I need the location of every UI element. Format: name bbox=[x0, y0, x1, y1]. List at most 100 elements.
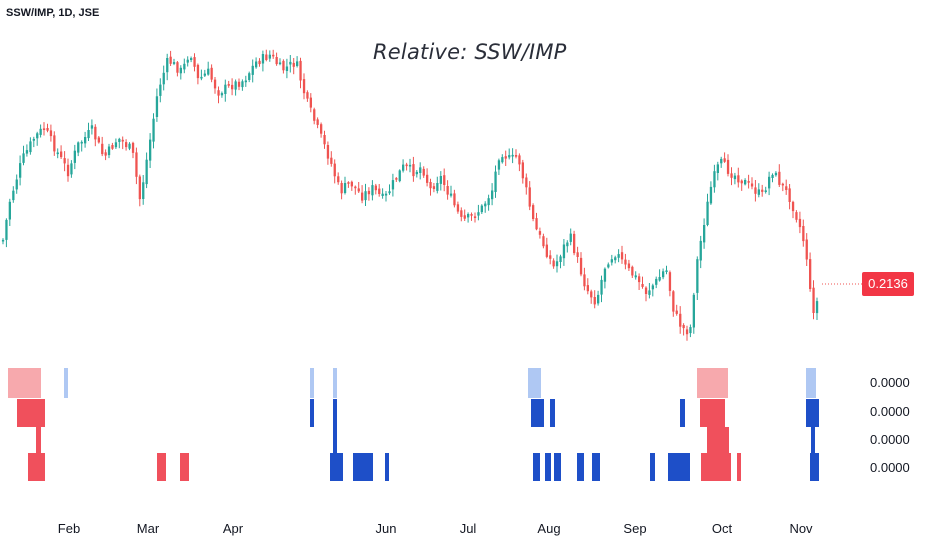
candle-body-145 bbox=[497, 160, 501, 170]
candle-body-134 bbox=[460, 210, 463, 217]
candle-body-166 bbox=[569, 233, 572, 242]
candle-body-21 bbox=[73, 150, 76, 163]
candle-body-11 bbox=[39, 128, 42, 135]
candle-body-175 bbox=[600, 279, 603, 295]
candle-body-90 bbox=[309, 97, 312, 108]
candle-body-97 bbox=[333, 163, 336, 177]
candle-body-218 bbox=[747, 181, 750, 183]
candle-body-44 bbox=[152, 118, 155, 142]
candle-body-153 bbox=[525, 177, 528, 188]
candle-body-206 bbox=[706, 201, 709, 225]
candle-body-232 bbox=[795, 212, 798, 220]
candle-body-161 bbox=[552, 260, 555, 267]
candle-body-204 bbox=[699, 240, 702, 261]
oscillator-row4-block-2 bbox=[157, 453, 166, 481]
candle-body-138 bbox=[473, 216, 477, 218]
x-label-jul: Jul bbox=[459, 521, 477, 536]
candle-body-162 bbox=[555, 261, 559, 267]
candle-body-211 bbox=[723, 158, 726, 162]
candle-body-62 bbox=[213, 79, 217, 89]
candle-body-231 bbox=[791, 201, 795, 212]
candle-body-51 bbox=[176, 62, 179, 73]
candle-body-29 bbox=[101, 143, 104, 155]
candle-body-193 bbox=[662, 271, 665, 278]
candle-body-41 bbox=[142, 182, 145, 199]
candle-body-10 bbox=[36, 133, 39, 139]
oscillator-row2-block-5 bbox=[550, 399, 555, 427]
candle-body-151 bbox=[518, 155, 521, 165]
candle-body-118 bbox=[405, 164, 408, 167]
candle-body-48 bbox=[166, 58, 169, 73]
oscillator-row2-block-3 bbox=[333, 399, 337, 427]
candle-body-91 bbox=[313, 109, 316, 121]
candle-body-75 bbox=[258, 60, 261, 65]
oscillator-row4-block-14 bbox=[701, 453, 731, 481]
candle-body-173 bbox=[593, 297, 596, 305]
candle-body-210 bbox=[720, 158, 723, 164]
candle-body-169 bbox=[579, 257, 583, 275]
candle-body-85 bbox=[292, 62, 295, 67]
candle-body-142 bbox=[487, 198, 490, 206]
x-label-feb: Feb bbox=[57, 521, 81, 536]
candle-body-191 bbox=[655, 278, 658, 285]
candle-body-124 bbox=[426, 174, 429, 183]
candle-body-1 bbox=[5, 219, 8, 240]
candle-body-176 bbox=[603, 268, 607, 282]
candle-body-111 bbox=[381, 193, 384, 196]
oscillator-row2-block-1 bbox=[17, 399, 45, 427]
candle-body-137 bbox=[470, 214, 473, 216]
candle-body-214 bbox=[733, 175, 737, 180]
candle-body-217 bbox=[744, 180, 747, 185]
candle-body-147 bbox=[504, 156, 507, 159]
oscillator-value-1: 0.0000 bbox=[870, 375, 910, 390]
oscillator-row4-block-1 bbox=[28, 453, 45, 481]
candle-body-71 bbox=[244, 80, 247, 83]
x-label-mar: Mar bbox=[136, 521, 160, 536]
candle-body-197 bbox=[675, 310, 678, 314]
candle-body-164 bbox=[562, 244, 566, 259]
oscillator-row3-block-3 bbox=[707, 427, 729, 453]
oscillator-row1-block-5 bbox=[528, 368, 541, 398]
candle-body-93 bbox=[320, 124, 323, 134]
last-price-badge: 0.2136 bbox=[862, 272, 914, 296]
candle-body-230 bbox=[788, 188, 791, 202]
candle-body-209 bbox=[716, 164, 719, 173]
candle-body-178 bbox=[610, 259, 613, 263]
candle-body-202 bbox=[692, 294, 695, 328]
candle-body-55 bbox=[190, 58, 193, 60]
candle-body-24 bbox=[84, 137, 87, 144]
oscillator-row4-block-5 bbox=[353, 453, 373, 481]
candle-body-180 bbox=[617, 254, 620, 258]
candle-body-136 bbox=[467, 214, 470, 218]
candle-body-19 bbox=[66, 164, 70, 177]
candle-body-141 bbox=[484, 203, 487, 207]
oscillator-value-2: 0.0000 bbox=[870, 404, 910, 419]
candle-body-76 bbox=[261, 54, 265, 64]
candle-body-7 bbox=[25, 150, 29, 154]
oscillator-row2-block-2 bbox=[310, 399, 314, 427]
candle-body-188 bbox=[644, 287, 648, 294]
candle-body-195 bbox=[668, 272, 672, 291]
candle-body-238 bbox=[815, 301, 819, 314]
candle-body-157 bbox=[538, 231, 542, 235]
candle-body-146 bbox=[501, 157, 504, 163]
candle-body-2 bbox=[8, 201, 11, 220]
candle-body-237 bbox=[812, 287, 815, 313]
candle-body-135 bbox=[463, 215, 466, 219]
candle-body-159 bbox=[545, 244, 548, 257]
candle-body-40 bbox=[138, 176, 141, 200]
candle-body-43 bbox=[149, 139, 152, 161]
candle-body-94 bbox=[323, 135, 326, 145]
candle-body-120 bbox=[412, 164, 415, 177]
candle-body-194 bbox=[665, 270, 668, 272]
candle-body-56 bbox=[193, 57, 196, 67]
candle-body-89 bbox=[306, 92, 309, 99]
candle-body-66 bbox=[227, 84, 230, 86]
oscillator-row1-block-6 bbox=[697, 368, 728, 398]
oscillator-row1-block-1 bbox=[8, 368, 41, 398]
oscillator-row4-block-12 bbox=[650, 453, 655, 481]
candle-body-205 bbox=[703, 225, 706, 243]
oscillator-row3-block-1 bbox=[36, 427, 41, 453]
candle-body-14 bbox=[49, 130, 53, 137]
